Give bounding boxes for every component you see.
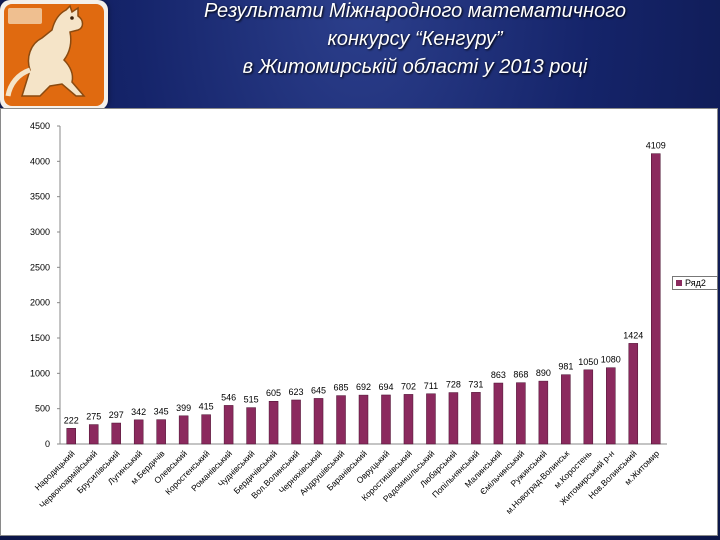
data-label: 890 (536, 368, 551, 378)
y-tick-label: 4500 (30, 121, 50, 131)
y-tick-label: 0 (45, 439, 50, 449)
bar (561, 374, 571, 445)
bar (313, 398, 324, 445)
bar (381, 394, 391, 445)
data-label: 981 (558, 362, 573, 372)
data-label: 222 (64, 415, 79, 425)
data-label: 685 (334, 383, 349, 393)
bar (358, 394, 369, 445)
data-label: 1424 (623, 330, 643, 340)
y-tick-label: 4000 (30, 156, 50, 166)
data-label: 868 (513, 370, 528, 380)
bar (493, 382, 504, 445)
kangaroo-logo (0, 0, 108, 110)
y-tick-label: 3500 (30, 192, 50, 202)
bar (201, 414, 211, 445)
y-tick-label: 3000 (30, 227, 50, 237)
bar (66, 428, 76, 445)
bar (223, 405, 234, 445)
bar (133, 419, 144, 445)
title-line-2: конкурсу “Кенгуру” (327, 28, 503, 50)
data-label: 415 (199, 402, 214, 412)
data-label: 399 (176, 403, 191, 413)
bar (291, 399, 301, 445)
title-line-1: Результати Міжнародного математичного (203, 0, 627, 22)
data-label: 728 (446, 380, 461, 390)
bar (426, 393, 436, 445)
chart-legend: Ряд2 (672, 276, 718, 290)
bar (88, 424, 99, 445)
data-label: 297 (109, 410, 124, 420)
data-label: 711 (424, 381, 438, 391)
bar (336, 395, 346, 445)
data-label: 1080 (601, 355, 621, 365)
data-label: 702 (401, 381, 416, 391)
legend-swatch (676, 280, 682, 286)
data-label: 275 (86, 412, 101, 422)
data-label: 731 (468, 379, 483, 389)
data-label: 863 (491, 370, 506, 380)
bar (111, 422, 121, 445)
title-line-3: в Житомирській області у 2013 році (242, 56, 588, 78)
data-label: 342 (131, 407, 146, 417)
bar (606, 367, 616, 445)
bar (448, 392, 459, 445)
y-tick-label: 2500 (30, 262, 50, 272)
bar (268, 400, 279, 445)
bar (538, 380, 549, 445)
bar (583, 369, 594, 445)
data-label: 345 (154, 407, 169, 417)
data-label: 515 (244, 395, 259, 405)
bar (628, 343, 639, 445)
bar (403, 394, 414, 445)
y-tick-label: 1500 (30, 333, 50, 343)
y-tick-label: 2000 (30, 298, 50, 308)
bar (516, 382, 526, 445)
bar (246, 407, 256, 445)
bar (156, 419, 166, 445)
data-label: 645 (311, 385, 326, 395)
bar-chart: 050010001500200025003000350040004500222Н… (30, 121, 667, 516)
bar (471, 392, 481, 445)
data-label: 546 (221, 392, 236, 402)
data-label: 1050 (578, 357, 598, 367)
data-label: 4109 (646, 141, 666, 151)
chart-panel: 0 500 1000 1500 2000 2500 3000 3500 4000 4500 222 Н… (0, 108, 718, 536)
data-label: 692 (356, 382, 371, 392)
kangaroo-logo-icon (4, 4, 104, 106)
legend-label: Ряд2 (685, 278, 706, 288)
y-tick-label: 1000 (30, 368, 50, 378)
page-title: Результати Міжнародного математичного ко… (120, 0, 710, 81)
data-label: 623 (289, 387, 304, 397)
bar (178, 415, 189, 445)
data-label: 694 (378, 382, 393, 392)
data-label: 605 (266, 388, 281, 398)
bar (651, 153, 661, 445)
y-tick-label: 500 (35, 404, 50, 414)
